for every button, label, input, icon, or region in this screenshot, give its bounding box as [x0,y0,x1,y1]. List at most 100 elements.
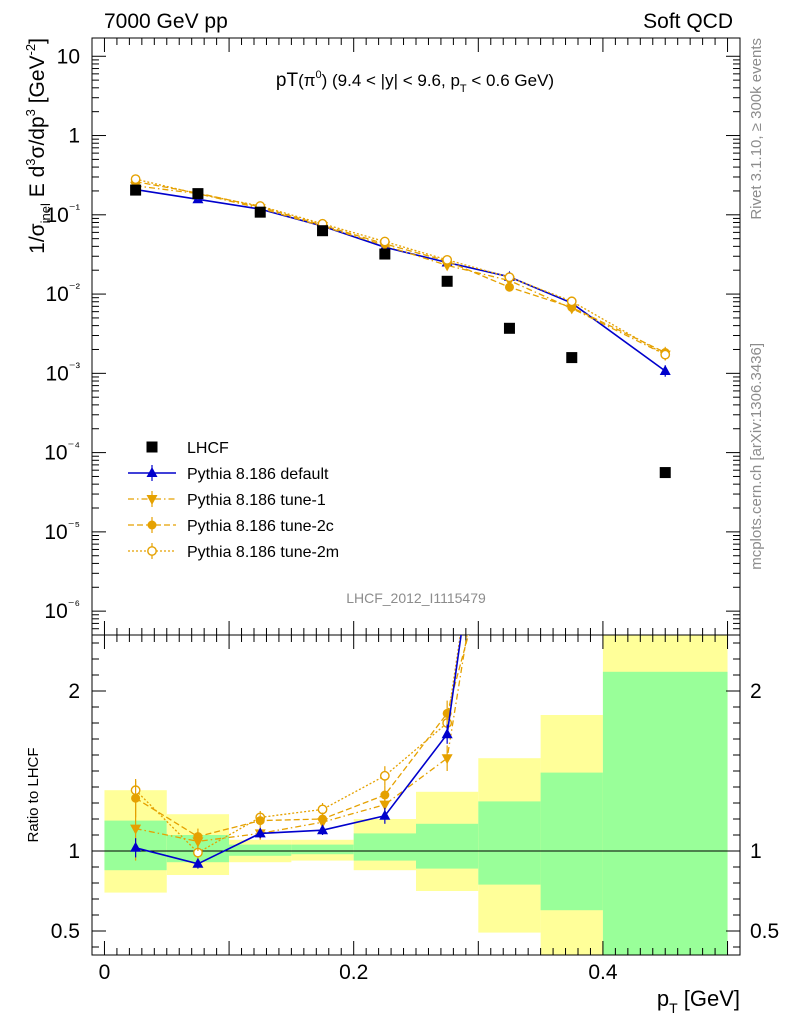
main-point-lhcf [659,467,671,479]
ratio-point-default [254,827,266,838]
ratio-point-tune2m [379,770,390,781]
legend-entry-tune2m: Pythia 8.186 tune-2m [128,543,339,561]
band-inner-5 [416,823,479,869]
legend-marker-lhcf [146,441,158,453]
main-point-tune2m [504,272,515,283]
main-point-tune2m [130,174,141,185]
ratio-y-tick-labels: 0.5 0.5 1 1 2 2 [51,680,779,943]
ratio-ytick-label-left: 0.5 [51,920,80,943]
legend-label-lhcf: LHCF [187,440,229,457]
legend-entry-tune2c: Pythia 8.186 tune-2c [128,517,334,535]
main-point-lhcf [441,275,453,287]
legend-label-tune2c: Pythia 8.186 tune-2c [187,518,334,535]
header-right: Soft QCD [643,10,733,33]
main-ytick-label: 10⁻⁵ [44,518,80,544]
main-point-lhcf [192,188,204,200]
legend-marker-tune2m [147,546,157,556]
ratio-point-default [441,728,453,739]
ratio-point-tune2c [505,479,514,488]
band-inner-7 [540,772,603,911]
plot-title: pT(π0) (9.4 < |y| < 9.6, pT < 0.6 GeV) [276,69,554,95]
ratio-axis-ticks [92,635,740,955]
ratio-point-tune1 [566,335,577,345]
main-data-layer [130,174,671,479]
ratio-point-tune2m [317,804,328,815]
ratio-y-axis-title: Ratio to LHCF [25,747,42,842]
ratio-ytick-label-left: 1 [68,840,80,863]
ratio-point-default [192,857,204,868]
ratio-point-tune1 [441,754,453,765]
legend-entry-tune1: Pythia 8.186 tune-1 [128,491,326,509]
ratio-point-tune2m [505,303,513,311]
main-ytick-label: 10 [57,45,80,68]
legend-marker-tune1 [146,495,158,505]
legend-marker-default [146,467,158,477]
ratio-point-tune2c [567,319,576,328]
main-point-lhcf [379,248,391,260]
ratio-ytick-label-left: 2 [68,680,80,703]
main-line-tune1 [135,185,666,356]
legend-label-default: Pythia 8.186 default [187,466,329,483]
main-y-axis-title: 1/σinel E d3σ/dp3 [GeV-2] [23,38,53,254]
ratio-point-default [379,809,391,820]
main-axis-ticks [92,38,740,636]
main-series-default [130,183,671,377]
main-point-lhcf [317,225,329,237]
main-point-tune2m [442,254,453,265]
main-point-default [659,365,671,376]
main-line-tune2m [135,178,666,356]
main-point-tune2m [566,296,577,307]
main-point-lhcf [254,206,266,218]
ratio-point-tune1 [504,367,515,377]
main-ytick-label: 10⁻³ [45,359,80,385]
main-ytick-label: 10⁻¹ [45,201,80,227]
ratio-point-default [130,841,142,852]
ratio-series-default [130,221,577,869]
main-point-tune2m [379,236,390,247]
legend-label-tune1: Pythia 8.186 tune-1 [187,492,326,509]
main-series-lhcf [130,184,671,479]
xtick-label: 0.4 [588,961,618,984]
band-inner-4 [353,833,416,861]
band-inner-3 [291,844,354,855]
ratio-uncertainty-bands [104,635,728,955]
xtick-label: 0 [99,961,111,984]
main-y-tick-labels: 10⁻⁶ 10⁻⁵ 10⁻⁴ 10⁻³ 10⁻² 10⁻¹ 1 10 [44,45,80,623]
band-inner-8 [602,671,728,955]
ratio-ytick-label-right: 0.5 [750,920,779,943]
ratio-data-layer [130,221,577,869]
band-inner-6 [478,801,541,885]
main-ytick-label: 1 [68,125,80,148]
xtick-label: 0.2 [339,961,368,984]
ratio-point-default [317,824,329,835]
mcplots-label: mcplots.cern.ch [arXiv:1306.3436] [748,343,765,570]
main-ytick-label: 10⁻⁴ [44,439,80,465]
main-series-tune2m [130,174,671,361]
main-series-tune2c [131,177,670,359]
main-series-tune1 [130,181,671,361]
ratio-line-tune2c [135,635,470,838]
legend-marker-tune2c [147,520,157,530]
main-point-lhcf [503,322,515,334]
ratio-ytick-label-right: 2 [750,680,762,703]
main-point-lhcf [130,184,142,196]
band-inner-2 [229,844,292,856]
ratio-point-tune1 [379,800,391,811]
ratio-point-default [566,221,577,231]
legend-entry-default: Pythia 8.186 default [128,465,329,483]
ratio-line-tune1 [135,635,468,843]
x-tick-labels: 0 0.2 0.4 [99,961,618,984]
main-point-tune2m [660,349,671,360]
ratio-point-tune2c [255,816,265,826]
main-ytick-label: 10⁻² [45,280,80,306]
main-ytick-label: 10⁻⁶ [44,597,80,623]
legend-entry-lhcf: LHCF [146,440,229,457]
ratio-point-tune1 [130,824,142,835]
ratio-ytick-label-right: 1 [750,840,762,863]
main-line-default [135,188,666,372]
legend: LHCF Pythia 8.186 default Pythia 8.186 tun… [128,440,339,561]
main-point-tune2c [504,282,514,292]
ratio-series-tune1 [130,335,577,861]
ratio-point-tune1 [192,837,204,848]
